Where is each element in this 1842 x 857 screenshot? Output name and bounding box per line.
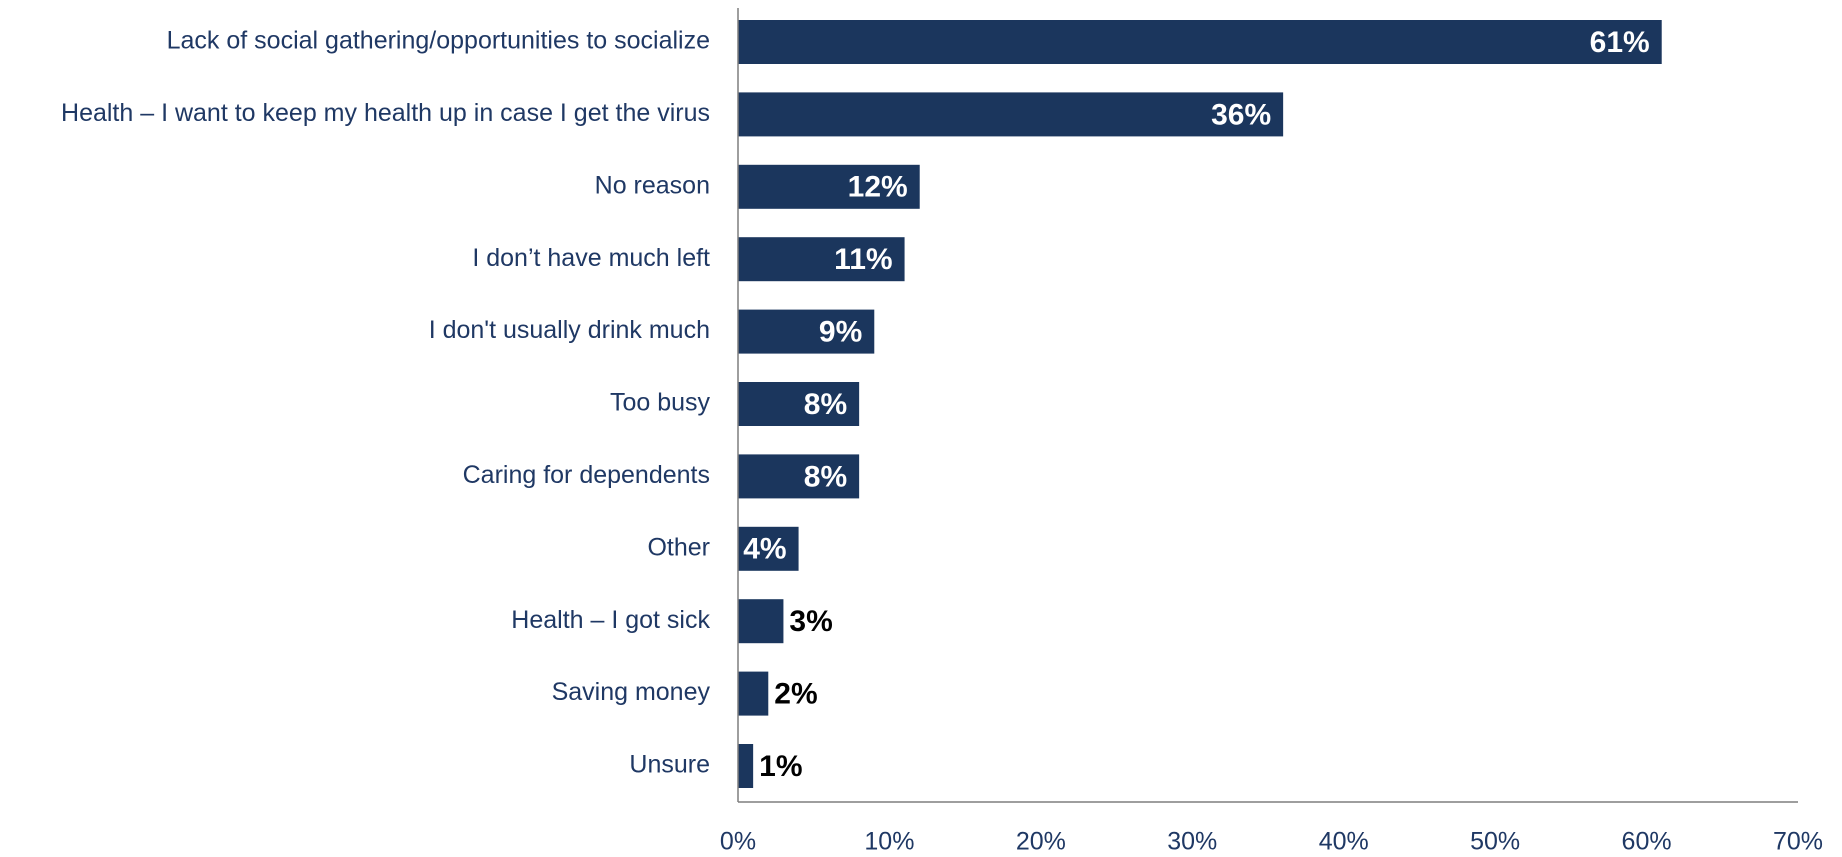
data-label-row-4: 11% bbox=[834, 243, 892, 276]
data-label-row-3: 12% bbox=[848, 171, 908, 204]
category-label-row-7: Caring for dependents bbox=[463, 461, 710, 489]
bar-row-7 bbox=[738, 454, 860, 499]
data-label-row-2: 36% bbox=[1211, 98, 1271, 131]
data-label-row-11: 1% bbox=[759, 750, 802, 783]
category-label-row-10: Saving money bbox=[552, 678, 711, 706]
data-label-row-7: 8% bbox=[804, 460, 847, 493]
data-label-row-9: 3% bbox=[789, 605, 832, 638]
bar-row-5 bbox=[738, 309, 875, 354]
bar-row-11 bbox=[738, 744, 754, 788]
category-label-row-5: I don't usually drink much bbox=[429, 316, 710, 344]
category-label-row-1: Lack of social gathering/opportunities t… bbox=[167, 27, 710, 55]
category-label-row-6: Too busy bbox=[610, 389, 711, 417]
data-label-row-10: 2% bbox=[774, 678, 817, 711]
x-tick-label: 60% bbox=[1622, 828, 1672, 856]
bar-row-4 bbox=[738, 237, 905, 282]
category-label-row-9: Health – I got sick bbox=[511, 606, 710, 634]
x-tick-label: 30% bbox=[1167, 828, 1217, 856]
bar-row-9 bbox=[738, 599, 784, 644]
x-tick-label: 40% bbox=[1319, 828, 1369, 856]
category-label-row-11: Unsure bbox=[629, 751, 710, 779]
x-tick-label: 0% bbox=[720, 828, 756, 856]
data-label-row-1: 61% bbox=[1590, 26, 1650, 59]
bar-row-1 bbox=[738, 20, 1662, 64]
x-tick-label: 70% bbox=[1773, 828, 1823, 856]
x-tick-labels: 0% 10% 20% 30% 40% 50% 60% 70% bbox=[720, 828, 1823, 856]
bar-row-3 bbox=[738, 164, 920, 209]
category-labels: Lack of social gathering/opportunities t… bbox=[61, 27, 710, 779]
bars bbox=[738, 20, 1662, 788]
x-tick-label: 10% bbox=[864, 828, 914, 856]
data-label-row-6: 8% bbox=[804, 388, 847, 421]
category-label-row-8: Other bbox=[647, 533, 710, 561]
bar-row-6 bbox=[738, 382, 860, 426]
bar-row-8 bbox=[738, 526, 799, 571]
bar-row-10 bbox=[738, 671, 769, 716]
category-label-row-3: No reason bbox=[595, 171, 710, 199]
data-labels: 61% 36% 12% 11% 9% 8% 8% 4% 3% 2% 1% bbox=[743, 26, 1650, 783]
category-label-row-2: Health – I want to keep my health up in … bbox=[61, 99, 710, 127]
x-tick-label: 20% bbox=[1016, 828, 1066, 856]
x-tick-label: 50% bbox=[1470, 828, 1520, 856]
data-label-row-5: 9% bbox=[819, 316, 862, 349]
data-label-row-8: 4% bbox=[743, 533, 786, 566]
bar-row-2 bbox=[738, 92, 1284, 137]
category-label-row-4: I don’t have much left bbox=[472, 244, 710, 272]
axes bbox=[737, 8, 1798, 803]
